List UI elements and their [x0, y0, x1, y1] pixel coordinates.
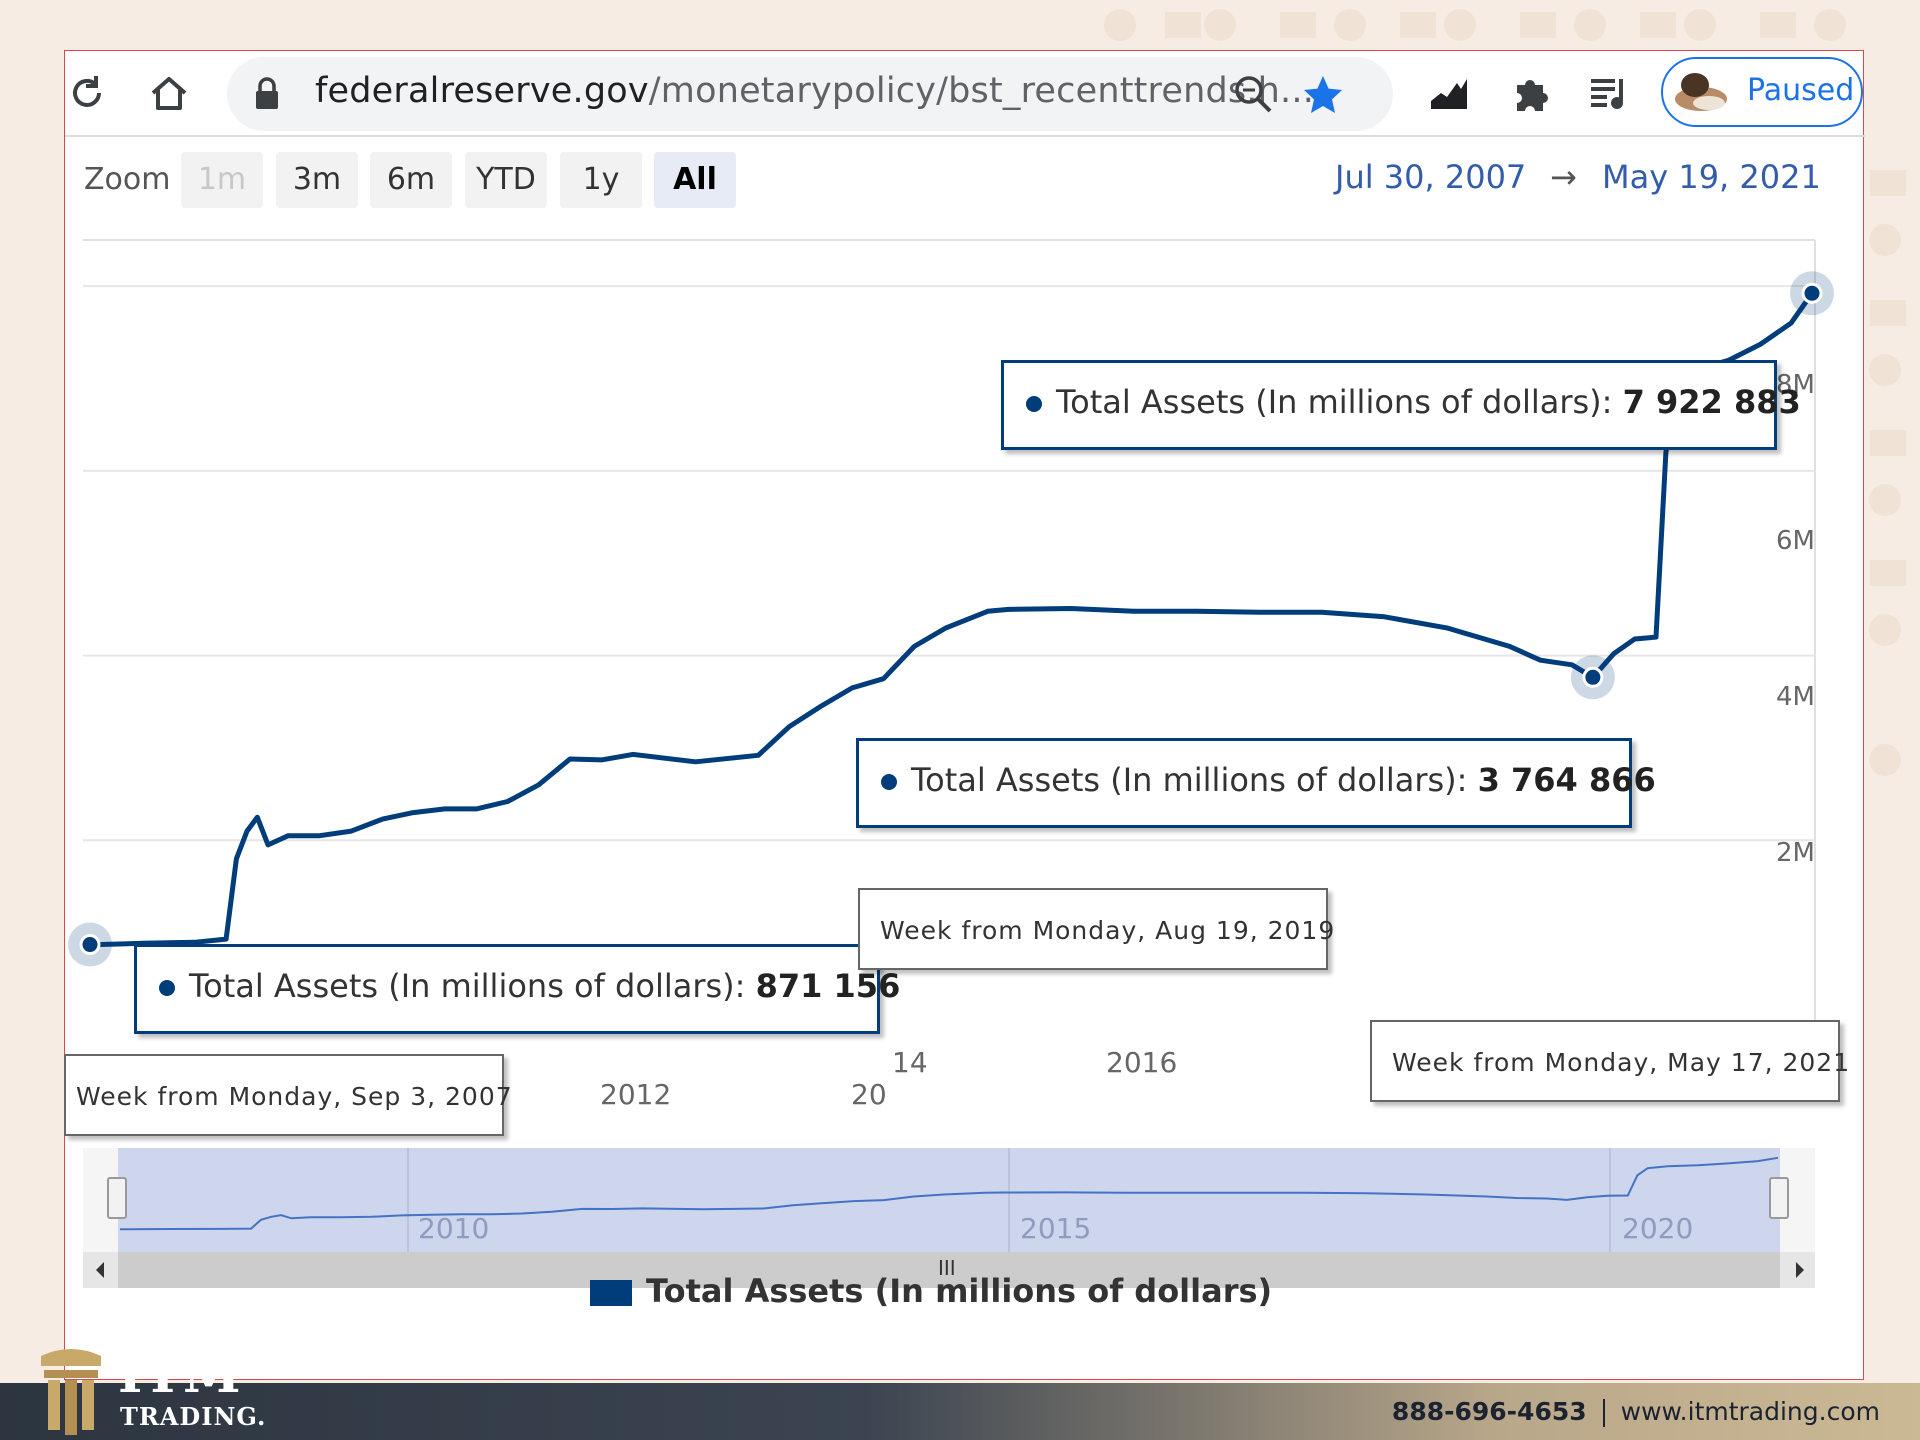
tooltip-top-value: 7 922 883	[1622, 383, 1801, 421]
y-tick-2m: 2M	[1776, 838, 1815, 868]
navigator-label-2015: 2015	[1020, 1212, 1092, 1245]
scrollbar-grip[interactable]: III	[938, 1256, 956, 1280]
footer-contact: 888-696-4653 www.itmtrading.com	[1392, 1397, 1880, 1427]
y-tick-8m: 8M	[1776, 370, 1815, 400]
footer-website[interactable]: www.itmtrading.com	[1620, 1397, 1880, 1426]
zoom-3m-button[interactable]: 3m	[276, 152, 358, 208]
tooltip-mid-label: Total Assets (In millions of dollars):	[911, 761, 1478, 799]
x-tick-2016: 2016	[1106, 1046, 1178, 1079]
legend-swatch	[590, 1280, 632, 1306]
bookmark-star-icon[interactable]	[1301, 73, 1345, 117]
pillar-logo-icon	[41, 1349, 101, 1435]
footer-bar	[0, 1383, 1920, 1440]
marker-aug-2019[interactable]	[1582, 666, 1604, 688]
media-queue-icon[interactable]	[1587, 71, 1631, 115]
range-arrow: →	[1550, 158, 1577, 196]
reload-icon[interactable]	[65, 71, 109, 115]
x-tick-2014: 14	[892, 1046, 928, 1079]
y-tick-6m: 6M	[1776, 526, 1815, 556]
tooltip-low: Total Assets (In millions of dollars): 8…	[134, 944, 900, 1034]
scroll-right-arrow-icon[interactable]	[1796, 1262, 1804, 1278]
zoom-6m-button[interactable]: 6m	[370, 152, 452, 208]
x-tick-2012: 2012	[600, 1078, 672, 1111]
hover-markers	[68, 271, 1834, 967]
date-tooltip-low: Week from Monday, Sep 3, 2007	[64, 1054, 512, 1136]
gridlines	[83, 285, 1815, 842]
zoom-icon[interactable]	[1232, 73, 1274, 115]
footer-divider	[1602, 1399, 1605, 1427]
chart-legend[interactable]: Total Assets (In millions of dollars)	[590, 1272, 1272, 1310]
logo-text-main: ITM	[118, 1344, 242, 1405]
total-assets-line[interactable]	[90, 291, 1815, 947]
zoom-1y-button[interactable]: 1y	[560, 152, 642, 208]
tooltip-low-value: 871 156	[755, 967, 901, 1005]
series-dot-icon	[881, 774, 897, 790]
navigator-label-2010: 2010	[418, 1212, 490, 1245]
navigator-right-handle[interactable]	[1769, 1177, 1789, 1219]
tooltip-top-label: Total Assets (In millions of dollars):	[1056, 383, 1623, 421]
profile-status-label: Paused	[1747, 73, 1855, 108]
navigator-label-2020: 2020	[1622, 1212, 1694, 1245]
date-tooltip-top: Week from Monday, May 17, 2021	[1370, 1020, 1849, 1102]
toolbar-divider	[65, 135, 1865, 137]
x-tick-2020: 20	[851, 1078, 887, 1111]
navigator-scrollbar-thumb[interactable]	[118, 1252, 1780, 1288]
series-dot-icon	[159, 980, 175, 996]
lock-icon[interactable]	[253, 77, 281, 111]
address-bar[interactable]: federalreserve.gov/monetarypolicy/bst_re…	[227, 57, 1393, 131]
legend-label: Total Assets (In millions of dollars)	[646, 1272, 1273, 1310]
zoom-label: Zoom	[84, 162, 171, 197]
navigator-left-handle[interactable]	[107, 1177, 127, 1219]
itm-logo: ITM TRADING.	[36, 1340, 266, 1440]
tooltip-top: Total Assets (In millions of dollars): 7…	[1001, 360, 1801, 450]
browser-toolbar: federalreserve.gov/monetarypolicy/bst_re…	[65, 51, 1865, 135]
navigator-series-line	[120, 1156, 1779, 1231]
home-icon[interactable]	[147, 71, 191, 115]
series-group	[90, 291, 1815, 947]
profile-button[interactable]: Paused	[1661, 57, 1863, 127]
tooltip-mid: Total Assets (In millions of dollars): 3…	[856, 738, 1656, 828]
logo-text-sub: TRADING.	[120, 1402, 267, 1431]
footer-phone[interactable]: 888-696-4653	[1391, 1397, 1587, 1426]
zoom-all-button[interactable]: All	[654, 152, 736, 208]
url-text[interactable]: federalreserve.gov/monetarypolicy/bst_re…	[315, 71, 1315, 111]
tooltip-low-label: Total Assets (In millions of dollars):	[189, 967, 756, 1005]
marker-sep-2007[interactable]	[79, 934, 101, 956]
zoom-1m-button[interactable]: 1m	[181, 152, 263, 208]
range-to-input[interactable]: May 19, 2021	[1602, 158, 1821, 196]
chart-extension-icon[interactable]	[1427, 71, 1471, 115]
y-tick-4m: 4M	[1776, 682, 1815, 712]
date-tooltip-mid: Week from Monday, Aug 19, 2019	[858, 888, 1334, 970]
tooltip-mid-value: 3 764 866	[1477, 761, 1656, 799]
navigator-selection[interactable]	[118, 1148, 1780, 1252]
avatar	[1675, 73, 1727, 111]
marker-may-2021[interactable]	[1801, 282, 1823, 304]
navigator	[83, 1148, 1815, 1288]
extensions-puzzle-icon[interactable]	[1509, 71, 1553, 115]
zoom-ytd-button[interactable]: YTD	[465, 152, 547, 208]
scroll-left-arrow-icon[interactable]	[96, 1262, 104, 1278]
range-from-input[interactable]: Jul 30, 2007	[1335, 158, 1527, 196]
series-dot-icon	[1026, 396, 1042, 412]
